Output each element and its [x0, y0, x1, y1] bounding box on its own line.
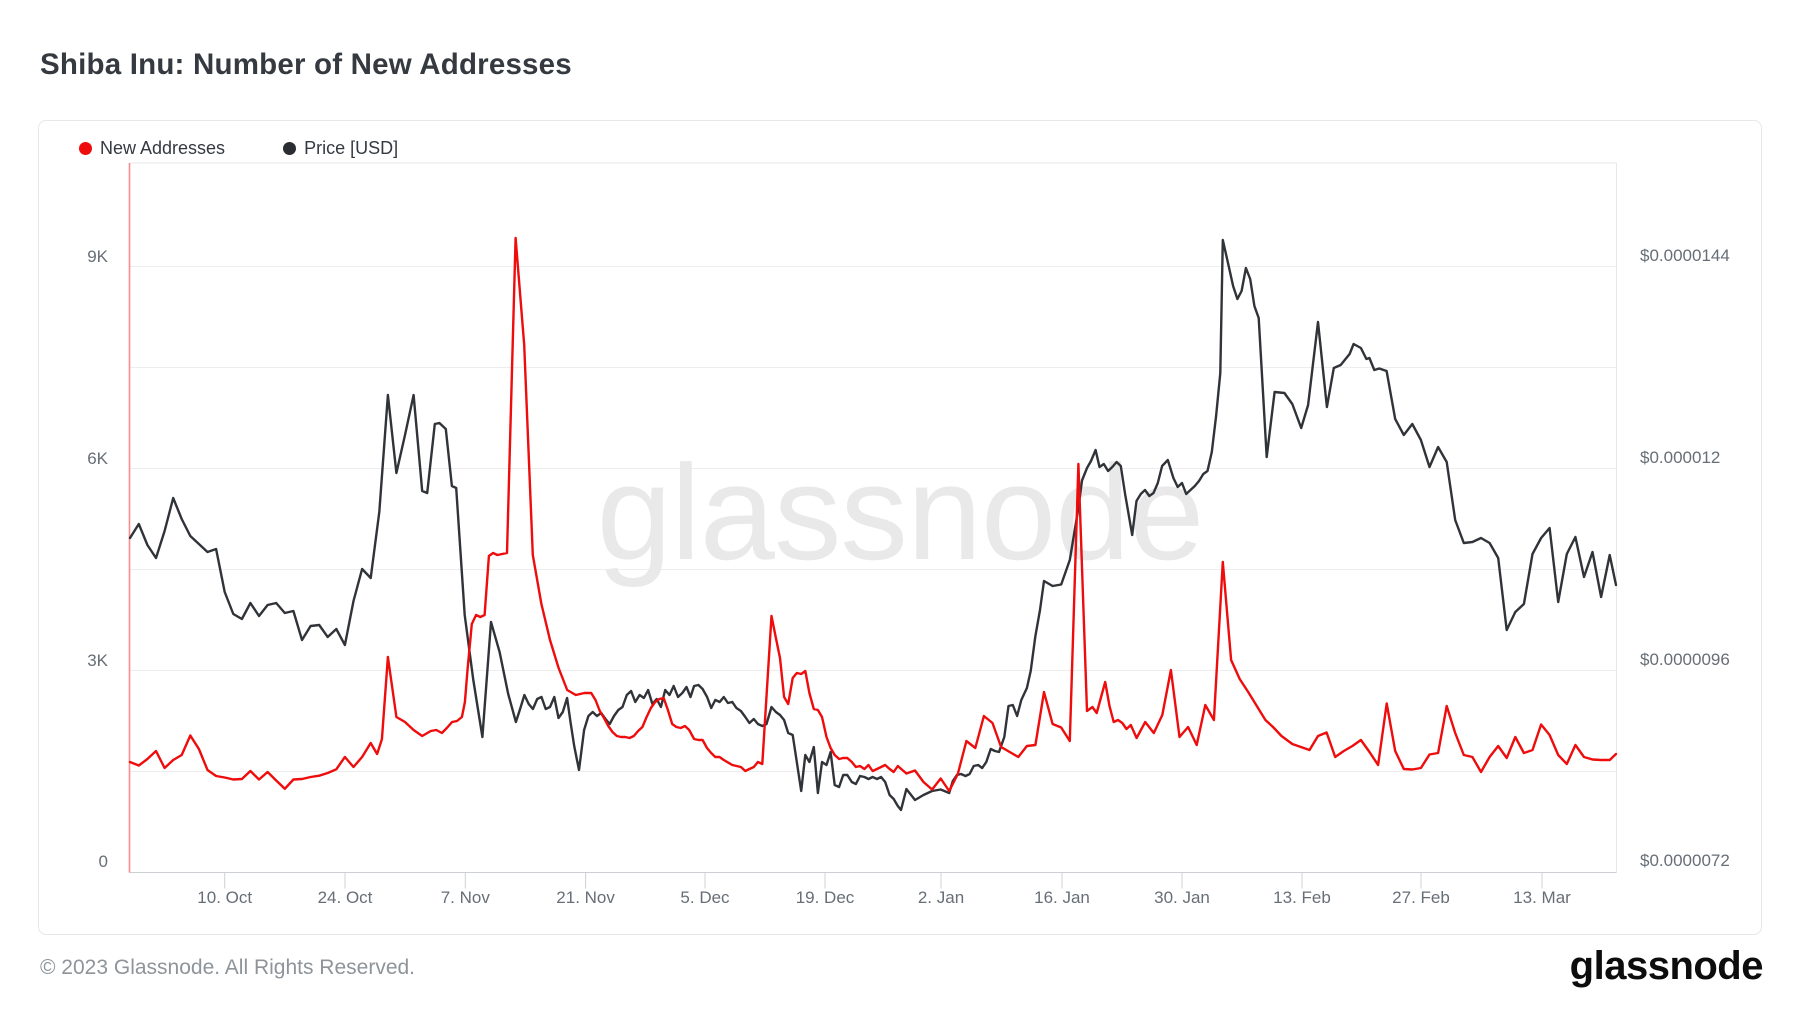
svg-text:glassnode: glassnode — [1570, 944, 1763, 988]
svg-text:glassnode: glassnode — [597, 437, 1203, 588]
